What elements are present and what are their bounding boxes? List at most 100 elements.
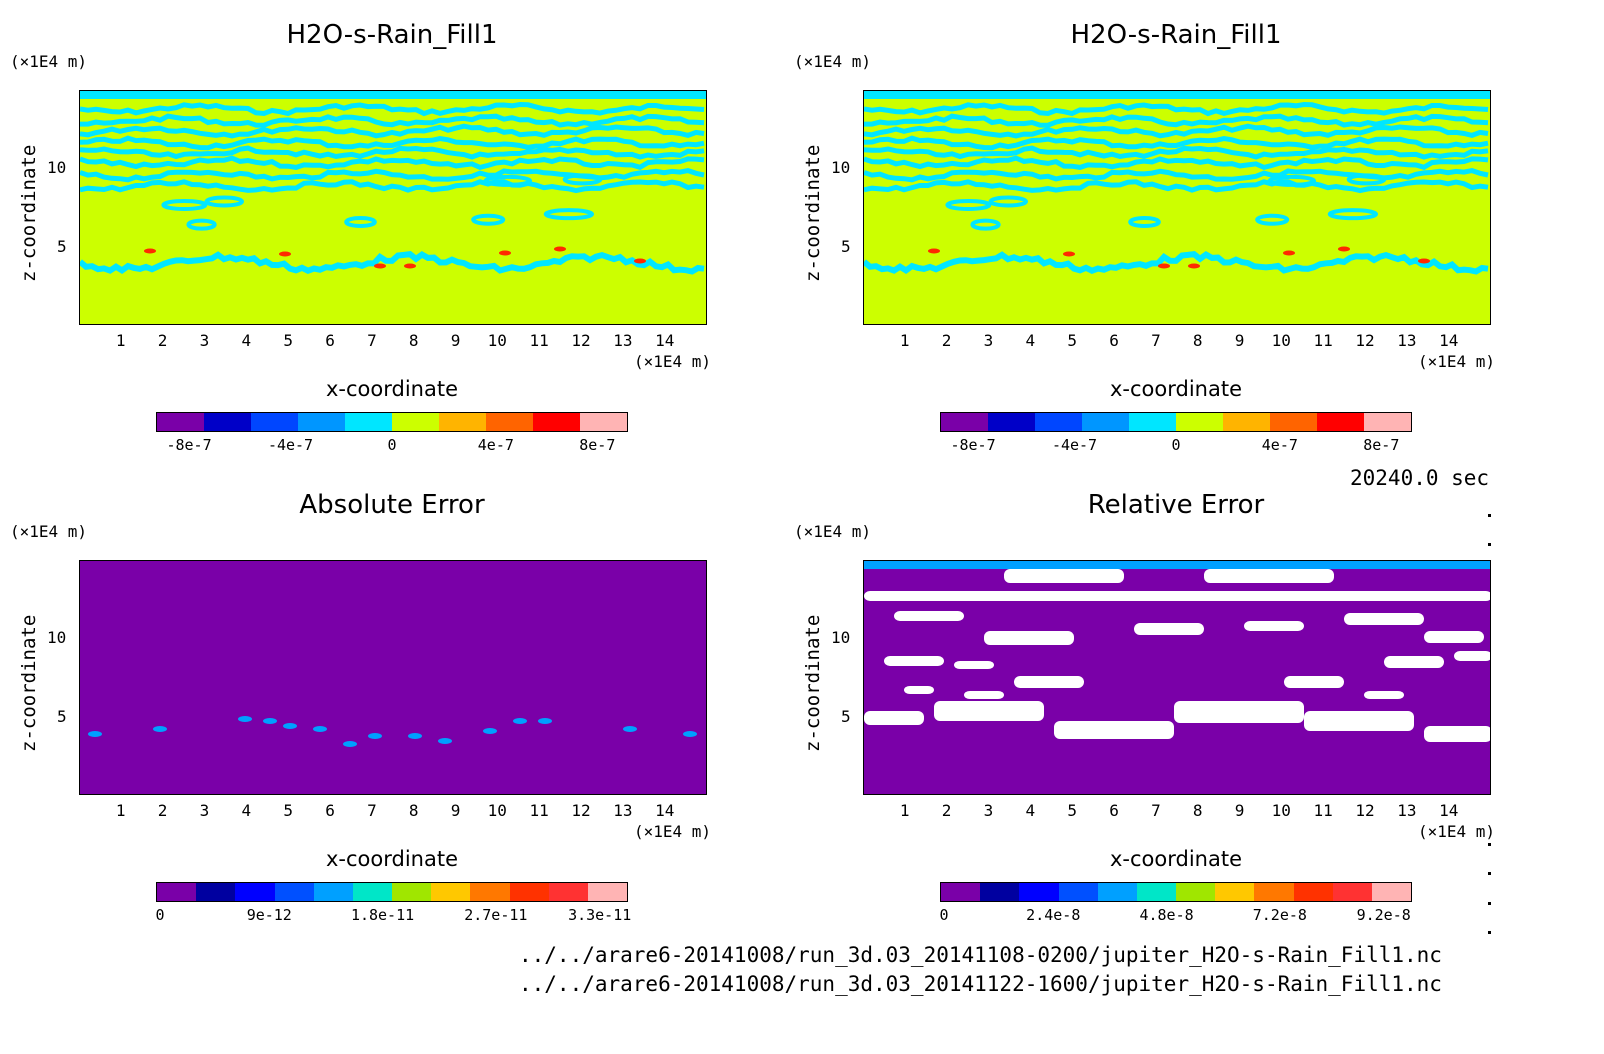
field-blob [562,173,603,186]
x-tick-label: 2 [941,801,952,820]
field-contour [80,101,705,117]
field-extremum [1188,263,1200,269]
panel-title: Relative Error [1087,490,1265,520]
field-error-spot [408,733,422,739]
x-tick-label: 12 [571,801,591,820]
marker-dot [1488,872,1491,875]
field-missing-region [1454,651,1490,661]
heatmap-field [80,561,706,794]
plot-area [79,560,707,795]
y-axis-label: z-coordinate [802,144,824,282]
x-tick-label: 8 [1192,801,1203,820]
field-contour [864,123,1489,139]
colorbar [156,882,628,902]
field-blob [988,195,1029,208]
colorbar-swatch [157,413,204,431]
field-missing-region [904,686,934,694]
colorbar-swatch [1215,883,1255,901]
x-tick-label: 13 [613,801,633,820]
colorbar-label: 0 [939,906,949,924]
field-missing-region [864,711,924,725]
field-contour [80,123,705,139]
colorbar-swatch [431,883,471,901]
colorbar-label: 4e-7 [477,436,514,454]
colorbar-label: -8e-7 [950,436,996,454]
x-tick-label: 12 [1355,331,1375,350]
x-axis-unit: (×1E4 m) [634,352,712,371]
x-tick-label: 10 [1271,801,1291,820]
colorbar-swatch [587,883,628,901]
field-contour [80,179,705,194]
x-tick-label: 13 [613,331,633,350]
x-axis-unit: (×1E4 m) [1418,822,1496,841]
field-extremum [634,258,646,264]
colorbar-swatch [1223,413,1270,431]
field-blob [1267,174,1317,187]
colorbar-swatch [941,413,988,431]
x-tick-label: 10 [1271,331,1291,350]
x-tick-label: 2 [941,331,952,350]
field-extremum [928,248,940,254]
field-contour [864,113,1489,128]
colorbar-swatch [1129,413,1176,431]
x-axis-label: x-coordinate [1109,377,1242,401]
x-tick-label: 11 [529,801,549,820]
x-tick-label: 7 [367,331,377,350]
colorbar-label: 4.8e-8 [1139,906,1194,924]
field-background [80,561,706,794]
colorbar-swatch [548,883,588,901]
y-axis-label: z-coordinate [18,614,40,752]
x-tick-label: 9 [1234,331,1245,350]
x-tick-label: 2 [157,801,168,820]
field-error-spot [343,741,357,747]
field-extremum [554,246,566,252]
field-contour [864,179,1489,194]
colorbar-swatch [352,883,393,901]
field-missing-region [1014,676,1084,688]
x-tick-label: 4 [1025,331,1036,350]
field-error-spot [238,716,252,722]
chart-panel-top-right: H2O-s-Rain_Fill1 (×1E4 m) z-coordinate 1 2 3 4… [784,0,1568,470]
colorbar-swatch [470,883,510,901]
y-tick-label: 5 [57,236,67,256]
x-tick-label: 4 [241,801,252,820]
field-extremum [1158,263,1170,269]
x-tick-label: 6 [1109,331,1119,350]
colorbar-swatch [392,413,439,431]
plot-area [863,90,1491,325]
x-tick-label: 2 [157,331,168,350]
x-tick-label: 13 [1397,331,1417,350]
x-tick-label: 5 [1067,801,1077,820]
field-band [864,91,1490,99]
field-missing-region [934,701,1044,721]
field-extremum [1283,250,1295,256]
colorbar-label: 0 [1171,436,1181,454]
colorbar-swatch [988,413,1035,431]
field-contour [80,113,705,128]
x-tick-label: 1 [899,801,910,820]
field-error-spot [88,731,102,737]
x-axis-unit: (×1E4 m) [634,822,712,841]
field-blob [543,208,595,221]
x-tick-label: 6 [325,331,335,350]
colorbar-label: 8e-7 [579,436,616,454]
y-axis-unit: (×1E4 m) [794,522,872,541]
x-tick-label: 11 [1313,801,1333,820]
y-axis-label: z-coordinate [802,614,824,752]
x-tick-label: 4 [241,331,252,350]
field-blob [970,218,1001,231]
field-error-spot [153,726,167,732]
x-tick-label: 5 [1067,331,1077,350]
colorbar-swatch [980,883,1020,901]
field-blob [471,213,506,226]
field-contour [80,145,705,160]
x-tick-label: 3 [199,801,210,820]
colorbar-swatch [1364,413,1411,431]
field-missing-region [894,611,964,621]
colorbar-swatch [345,413,392,431]
x-tick-label: 7 [1151,331,1161,350]
x-axis-unit: (×1E4 m) [1418,352,1496,371]
heatmap-field [864,561,1490,794]
field-missing-region [1424,726,1490,742]
x-tick-label: 11 [1313,331,1333,350]
